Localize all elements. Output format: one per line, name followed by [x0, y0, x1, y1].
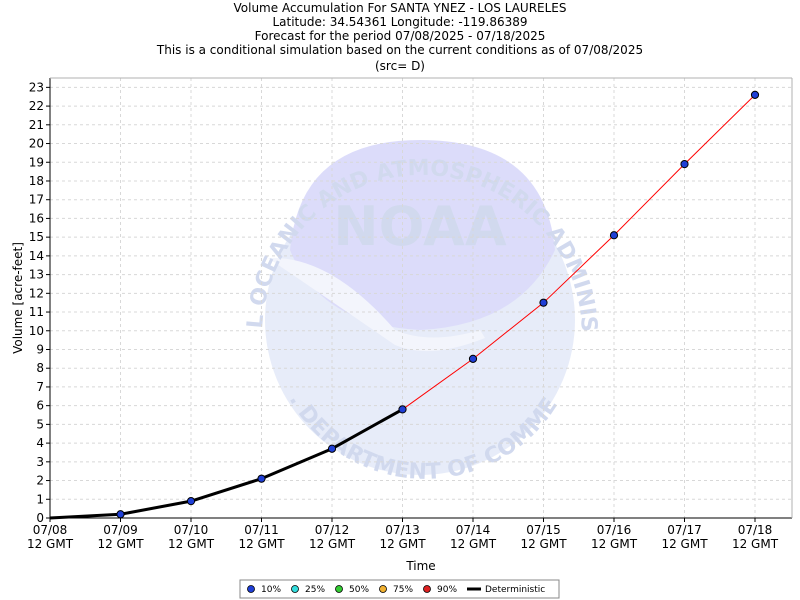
y-tick-label: 23 [29, 80, 44, 94]
legend-label: 50% [349, 585, 369, 595]
x-tick-label-time: 12 GMT [450, 537, 497, 551]
watermark-gull-icon [290, 140, 555, 330]
y-tick-label: 12 [29, 286, 44, 300]
data-point-10pct [398, 405, 407, 414]
x-tick-label-time: 12 GMT [379, 537, 426, 551]
x-tick-label-time: 12 GMT [520, 537, 567, 551]
x-tick-label-date: 07/10 [174, 523, 209, 537]
y-tick-label: 8 [36, 361, 44, 375]
x-tick-label-date: 07/16 [597, 523, 632, 537]
watermark-logo-text: NOAA [333, 195, 506, 258]
x-tick-label-date: 07/17 [667, 523, 702, 537]
x-tick-label-date: 07/12 [315, 523, 350, 537]
legend-box [239, 579, 560, 599]
x-tick-label-time: 12 GMT [309, 537, 356, 551]
y-tick-label: 2 [36, 474, 44, 488]
y-tick-label: 7 [36, 380, 44, 394]
data-point-10pct [539, 298, 548, 307]
x-tick-label-time: 12 GMT [238, 537, 285, 551]
x-tick-label-date: 07/18 [738, 523, 773, 537]
y-tick-label: 22 [29, 99, 44, 113]
y-tick-label: 1 [36, 492, 44, 506]
legend-marker-icon [247, 585, 255, 593]
data-point-10pct [750, 90, 760, 99]
data-point-10pct [327, 444, 337, 453]
x-tick-label-time: 12 GMT [661, 537, 708, 551]
series-line-deterministic [49, 408, 404, 520]
chart-subtitle-location: Latitude: 34.54361 Longitude: -119.86389 [272, 15, 527, 29]
data-point-10pct [116, 510, 125, 519]
x-tick-label-time: 12 GMT [732, 537, 779, 551]
x-tick-label-date: 07/13 [385, 523, 420, 537]
x-axis-label: Time [405, 559, 435, 573]
legend-marker-icon [291, 585, 299, 593]
y-tick-label: 5 [36, 417, 44, 431]
x-tick-label-time: 12 GMT [97, 537, 144, 551]
y-tick-label: 20 [29, 137, 44, 151]
chart-titles: Volume Accumulation For SANTA YNEZ - LOS… [156, 1, 643, 73]
legend-label: 25% [305, 585, 325, 595]
data-point-10pct [680, 160, 689, 169]
y-tick-label: 9 [36, 342, 44, 356]
data-point-10pct [468, 354, 478, 363]
y-tick-label: 13 [29, 268, 44, 282]
chart-subtitle-condition: This is a conditional simulation based o… [156, 43, 643, 57]
legend: 10% 25% 50% 75% 90% Deterministic [239, 579, 560, 599]
legend-label: Deterministic [485, 585, 545, 595]
x-tick-label-date: 07/15 [526, 523, 561, 537]
legend-label: 90% [437, 585, 457, 595]
y-tick-label: 0 [36, 511, 44, 525]
data-point-10pct [186, 497, 196, 506]
x-tick-label-date: 07/09 [103, 523, 138, 537]
x-tick-label-time: 12 GMT [168, 537, 215, 551]
legend-marker-icon [335, 585, 343, 593]
y-tick-label: 19 [29, 155, 44, 169]
y-tick-label: 11 [29, 305, 44, 319]
legend-marker-icon [379, 585, 387, 593]
legend-label: 10% [261, 585, 281, 595]
x-tick-label-time: 12 GMT [27, 537, 74, 551]
data-series [49, 90, 760, 520]
y-tick-label: 14 [29, 249, 44, 263]
y-axis-label: Volume [acre-feet] [11, 242, 25, 354]
x-tick-label-date: 07/11 [244, 523, 279, 537]
y-tick-label: 4 [36, 436, 44, 450]
y-tick-label: 10 [29, 324, 44, 338]
x-tick-label-date: 07/14 [456, 523, 491, 537]
y-tick-label: 18 [29, 174, 44, 188]
legend-label: 75% [393, 585, 413, 595]
y-tick-label: 17 [29, 193, 44, 207]
y-tick-label: 3 [36, 455, 44, 469]
legend-marker-icon [423, 585, 431, 593]
data-point-10pct [609, 231, 619, 240]
x-tick-label-time: 12 GMT [591, 537, 638, 551]
x-tick-label-date: 07/08 [33, 523, 68, 537]
y-tick-label: 6 [36, 399, 44, 413]
y-tick-label: 21 [29, 118, 44, 132]
chart-subtitle-source: (src= D) [375, 59, 425, 73]
chart-subtitle-period: Forecast for the period 07/08/2025 - 07/… [255, 29, 546, 43]
data-point-10pct [257, 474, 266, 483]
y-tick-label: 16 [29, 211, 44, 225]
y-tick-label: 15 [29, 230, 44, 244]
chart-title: Volume Accumulation For SANTA YNEZ - LOS… [234, 1, 567, 15]
axes: 0123456789101112131415161718192021222307… [27, 77, 793, 551]
